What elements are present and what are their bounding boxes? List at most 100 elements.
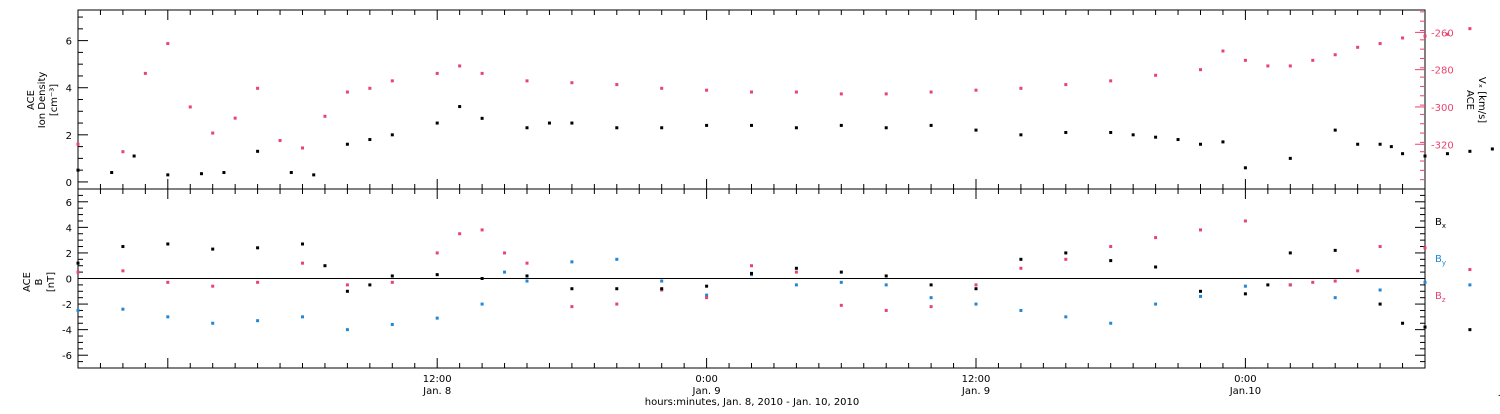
by-point: [1468, 283, 1471, 286]
bx-point: [1064, 251, 1067, 254]
bx-point: [1154, 265, 1157, 268]
vx-point: [368, 87, 371, 90]
ion-density-point: [312, 173, 315, 176]
vx-point: [1019, 87, 1022, 90]
bz-point: [615, 303, 618, 306]
top-right-tick-label: -300: [1431, 103, 1454, 114]
by-point: [526, 280, 529, 283]
bz-point: [1289, 283, 1292, 286]
bz-point: [1154, 236, 1157, 239]
bottom-ylabel: ACE B [nT]: [22, 272, 57, 292]
bz-point: [705, 296, 708, 299]
x-tick-time-label: 12:00: [962, 374, 991, 385]
bz-point: [211, 285, 214, 288]
vx-point: [346, 91, 349, 94]
x-tick-time-label: 12:00: [423, 374, 452, 385]
ion-density-point: [1390, 145, 1393, 148]
vx-point: [234, 117, 237, 120]
bz-point: [1379, 245, 1382, 248]
top-left-ylabel-line1: ACE: [26, 90, 37, 110]
bx-point: [570, 287, 573, 290]
x-tick-date-label: Jan.10: [1229, 386, 1261, 397]
bz-point: [1199, 228, 1202, 231]
vx-point: [1446, 33, 1449, 36]
bx-point: [1424, 326, 1427, 329]
bottom-legend: Bx By Bz: [1435, 217, 1446, 304]
by-point: [705, 294, 708, 297]
bz-point: [256, 281, 259, 284]
ion-density-point: [1379, 143, 1382, 146]
vx-point: [256, 87, 259, 90]
bz-point: [795, 271, 798, 274]
bz-point: [1244, 219, 1247, 222]
ion-density-point: [1468, 150, 1471, 153]
ion-density-point: [548, 122, 551, 125]
vx-point: [750, 91, 753, 94]
vx-point: [279, 139, 282, 142]
bottom-tick-label: 0: [66, 275, 72, 286]
bx-point: [1401, 322, 1404, 325]
bz-point: [346, 283, 349, 286]
top-right-tick-label: -260: [1431, 28, 1454, 39]
bx-point: [166, 242, 169, 245]
vx-point: [77, 143, 80, 146]
bottom-tick-label: -4: [62, 326, 72, 337]
by-point: [930, 296, 933, 299]
vx-point: [166, 42, 169, 45]
bz-point: [1019, 267, 1022, 270]
vx-point: [1221, 50, 1224, 53]
x-tick-time-label: 0:00: [695, 374, 717, 385]
top-left-tick-label: 6: [66, 37, 72, 48]
vx-point: [930, 91, 933, 94]
bx-point: [750, 272, 753, 275]
vx-point: [458, 64, 461, 67]
by-point: [1199, 295, 1202, 298]
top-left-tick-label: 2: [66, 131, 72, 142]
by-point: [166, 315, 169, 318]
ion-density-point: [368, 138, 371, 141]
x-tick-time-label: 0:00: [1234, 374, 1256, 385]
vx-point: [1154, 74, 1157, 77]
vx-point: [1334, 53, 1337, 56]
by-point: [301, 315, 304, 318]
by-point: [481, 303, 484, 306]
bx-point: [930, 283, 933, 286]
ion-density-point: [481, 117, 484, 120]
vx-point: [1289, 64, 1292, 67]
bx-point: [526, 274, 529, 277]
vx-point: [1199, 68, 1202, 71]
vx-point: [1109, 79, 1112, 82]
vx-point: [1064, 83, 1067, 86]
vx-point: [975, 89, 978, 92]
bz-point: [1468, 268, 1471, 271]
ion-density-point: [166, 173, 169, 176]
by-point: [346, 328, 349, 331]
bx-point: [121, 245, 124, 248]
bz-point: [1109, 245, 1112, 248]
top-right-tick-label: -280: [1431, 66, 1454, 77]
data-marks-layer: [77, 12, 1500, 344]
bottom-ylabel-line3: [nT]: [46, 272, 57, 292]
bx-point: [1019, 258, 1022, 261]
ion-density-point: [256, 150, 259, 153]
ion-density-point: [975, 129, 978, 132]
vx-point: [705, 89, 708, 92]
bx-point: [1468, 328, 1471, 331]
ion-density-point: [705, 124, 708, 127]
top-left-ylabel-line3: [cm⁻³]: [49, 84, 60, 116]
ion-density-point: [346, 143, 349, 146]
vx-point: [481, 72, 484, 75]
x-tick-date-label: Jan. 9: [961, 386, 990, 397]
ion-density-point: [1491, 147, 1494, 150]
legend-by: By: [1435, 254, 1446, 267]
bx-point: [346, 290, 349, 293]
bz-point: [1064, 258, 1067, 261]
by-point: [436, 317, 439, 320]
bx-point: [885, 274, 888, 277]
top-left-tick-label: 0: [66, 178, 72, 189]
by-point: [795, 283, 798, 286]
ion-density-point: [1132, 133, 1135, 136]
bx-point: [256, 246, 259, 249]
axis-ticks-layer: 0246-260-280-300-320-6-4-2024612:00Jan. …: [62, 10, 1500, 397]
